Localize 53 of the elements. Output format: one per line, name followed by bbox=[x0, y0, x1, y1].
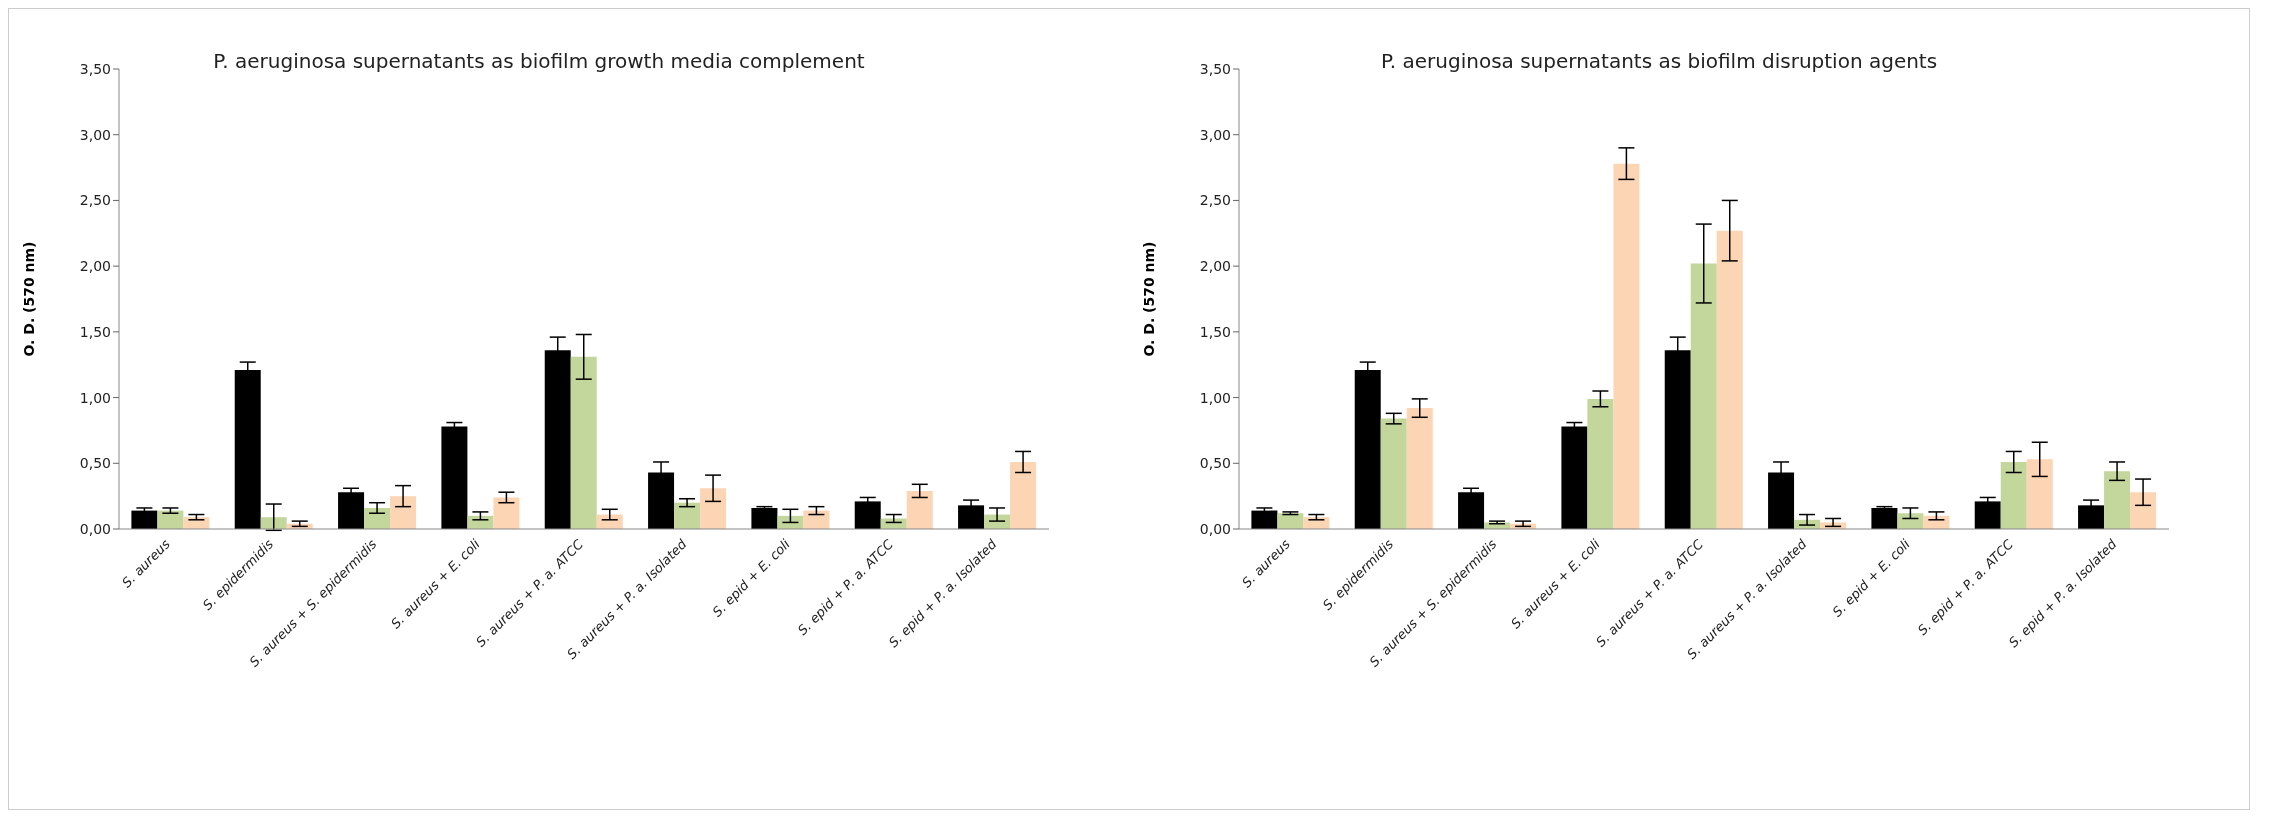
bar bbox=[1406, 408, 1433, 529]
bar bbox=[570, 356, 597, 529]
bar bbox=[1897, 513, 1924, 529]
bar bbox=[364, 507, 391, 529]
bar bbox=[1871, 507, 1898, 529]
bar bbox=[2000, 461, 2027, 529]
y-axis-title: O. D. (570 nm) bbox=[20, 241, 37, 357]
y-tick-label: 3,00 bbox=[79, 126, 111, 143]
y-tick-label: 1,00 bbox=[1199, 389, 1231, 406]
y-tick-label: 2,50 bbox=[79, 192, 111, 209]
bar bbox=[751, 507, 778, 529]
y-tick-label: 1,50 bbox=[1199, 323, 1231, 340]
bar bbox=[700, 488, 727, 529]
bar bbox=[1613, 163, 1640, 529]
y-tick-label: 3,50 bbox=[1199, 60, 1231, 77]
y-axis-title: O. D. (570 nm) bbox=[1140, 241, 1157, 357]
bar bbox=[2026, 459, 2053, 529]
bar bbox=[338, 492, 365, 529]
bar bbox=[1458, 492, 1485, 529]
y-tick-label: 3,00 bbox=[1199, 126, 1231, 143]
y-tick-label: 0,00 bbox=[1199, 520, 1231, 537]
bar bbox=[1716, 230, 1743, 529]
bar bbox=[131, 510, 158, 529]
bar bbox=[880, 518, 907, 529]
bar bbox=[1974, 501, 2001, 529]
bar bbox=[1380, 418, 1407, 529]
bar bbox=[906, 490, 933, 529]
bar bbox=[390, 496, 417, 529]
y-tick-label: 3,50 bbox=[79, 60, 111, 77]
bar bbox=[1587, 398, 1614, 529]
bar bbox=[1010, 461, 1037, 529]
y-tick-label: 2,00 bbox=[1199, 258, 1231, 275]
bar bbox=[1251, 510, 1278, 529]
bar bbox=[854, 501, 881, 529]
y-tick-label: 2,50 bbox=[1199, 192, 1231, 209]
chart-title: P. aeruginosa supernatants as biofilm disruption agents bbox=[1380, 49, 1938, 73]
bar bbox=[2130, 492, 2157, 529]
y-tick-label: 1,50 bbox=[79, 323, 111, 340]
bar bbox=[1690, 263, 1717, 529]
bar bbox=[674, 502, 701, 529]
bar bbox=[1561, 426, 1588, 529]
bar bbox=[1277, 513, 1304, 529]
bar bbox=[157, 510, 184, 529]
y-tick-label: 0,50 bbox=[1199, 455, 1231, 472]
y-tick-label: 0,50 bbox=[79, 455, 111, 472]
y-tick-label: 1,00 bbox=[79, 389, 111, 406]
bar bbox=[803, 510, 830, 529]
y-tick-label: 0,00 bbox=[79, 520, 111, 537]
chart-title: P. aeruginosa supernatants as biofilm growth media complement bbox=[213, 49, 865, 73]
y-tick-label: 2,00 bbox=[79, 258, 111, 275]
bar bbox=[493, 497, 520, 529]
bar bbox=[2104, 471, 2131, 529]
bar bbox=[441, 426, 468, 529]
